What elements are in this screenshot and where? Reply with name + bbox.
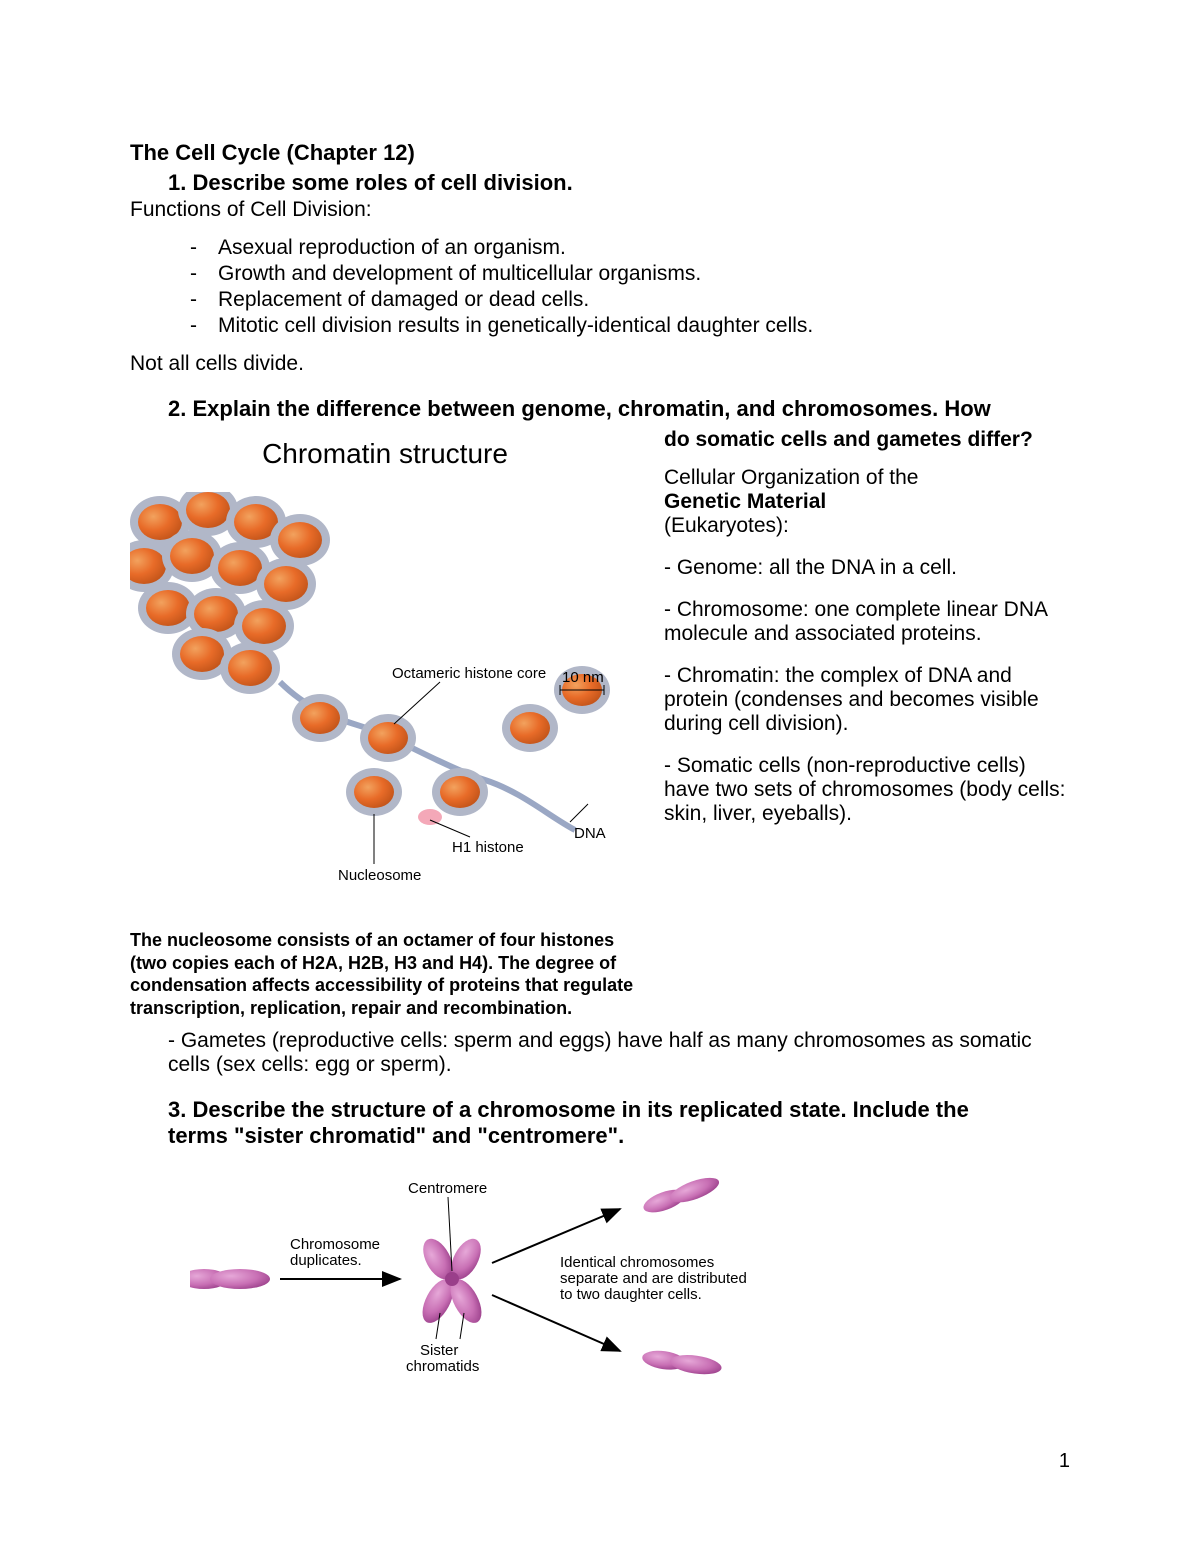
q2-chromosome: - Chromosome: one complete linear DNA mo… [664,598,1070,646]
label-dna: DNA [574,825,606,842]
q2-chromatin: - Chromatin: the complex of DNA and prot… [664,664,1070,736]
q1-item: Mitotic cell division results in genetic… [190,314,1070,338]
h1-histone-icon [418,809,442,825]
q2-org-c: (Eukaryotes): [664,514,789,537]
q2-heading: 2. Explain the difference between genome… [168,396,1070,422]
q2-line-a: Explain the difference between genome, c… [192,396,990,421]
q2-genome: - Genome: all the DNA in a cell. [664,556,1070,580]
q1-bullets: Asexual reproduction of an organism. Gro… [190,236,1070,338]
q2-org-a: Cellular Organization of the [664,466,918,489]
q3-heading: 3. Describe the structure of a chromosom… [168,1097,990,1149]
label-separate-2: separate and are distributed [560,1270,747,1287]
daughter-chromosome-icon [641,1348,723,1377]
q1-item: Asexual reproduction of an organism. [190,236,1070,260]
q2-org-b: Genetic Material [664,490,826,513]
nucleosome-string [292,666,610,816]
q2-gametes: - Gametes (reproductive cells: sperm and… [168,1029,1070,1077]
label-histone-core: Octameric histone core [392,665,546,682]
chromatin-structure-figure: Octameric histone core 10 nm H1 histone … [130,492,640,912]
label-separate-3: to two daughter cells. [560,1286,702,1303]
q1-item: Replacement of damaged or dead cells. [190,288,1070,312]
q1-after: Not all cells divide. [130,352,1070,376]
label-nucleosome: Nucleosome [338,867,421,884]
label-sister-2: chromatids [406,1358,479,1375]
q2-num: 2. [168,396,186,421]
arrow-icon [492,1295,620,1351]
q1-text: Describe some roles of cell division. [192,170,572,195]
chapter-title: The Cell Cycle (Chapter 12) [130,140,1070,166]
label-centromere: Centromere [408,1180,487,1197]
label-sister-1: Sister [420,1342,458,1359]
q3-text: Describe the structure of a chromosome i… [168,1097,969,1148]
q3-num: 3. [168,1097,186,1122]
q2-somatic: - Somatic cells (non-reproductive cells)… [664,754,1070,826]
q1-num: 1. [168,170,186,195]
q2-figure-col: Chromatin structure [130,428,640,1019]
q1-subhead: Functions of Cell Division: [130,198,1070,222]
chromatin-figure-title: Chromatin structure [130,438,640,470]
nucleosome-cluster [130,492,330,694]
chromosome-replication-figure: Centromere Chromosome duplicates. Sister… [190,1171,910,1386]
label-10nm: 10 nm [562,669,604,686]
q2-heading-b: do somatic cells and gametes differ? [664,428,1070,452]
label-duplicates-1: Chromosome [290,1236,380,1253]
chromatin-caption: The nucleosome consists of an octamer of… [130,929,640,1019]
replicated-chromosome-icon [416,1234,488,1328]
label-h1: H1 histone [452,839,524,856]
q1-heading: 1. Describe some roles of cell division. [168,170,1070,196]
q2-text-col: do somatic cells and gametes differ? Cel… [664,428,1070,1019]
daughter-chromosome-icon [641,1173,722,1217]
q1-item: Growth and development of multicellular … [190,262,1070,286]
page-number: 1 [1059,1450,1070,1473]
single-chromosome-icon [190,1269,270,1289]
label-duplicates-2: duplicates. [290,1252,362,1269]
label-separate-1: Identical chromosomes [560,1254,714,1271]
